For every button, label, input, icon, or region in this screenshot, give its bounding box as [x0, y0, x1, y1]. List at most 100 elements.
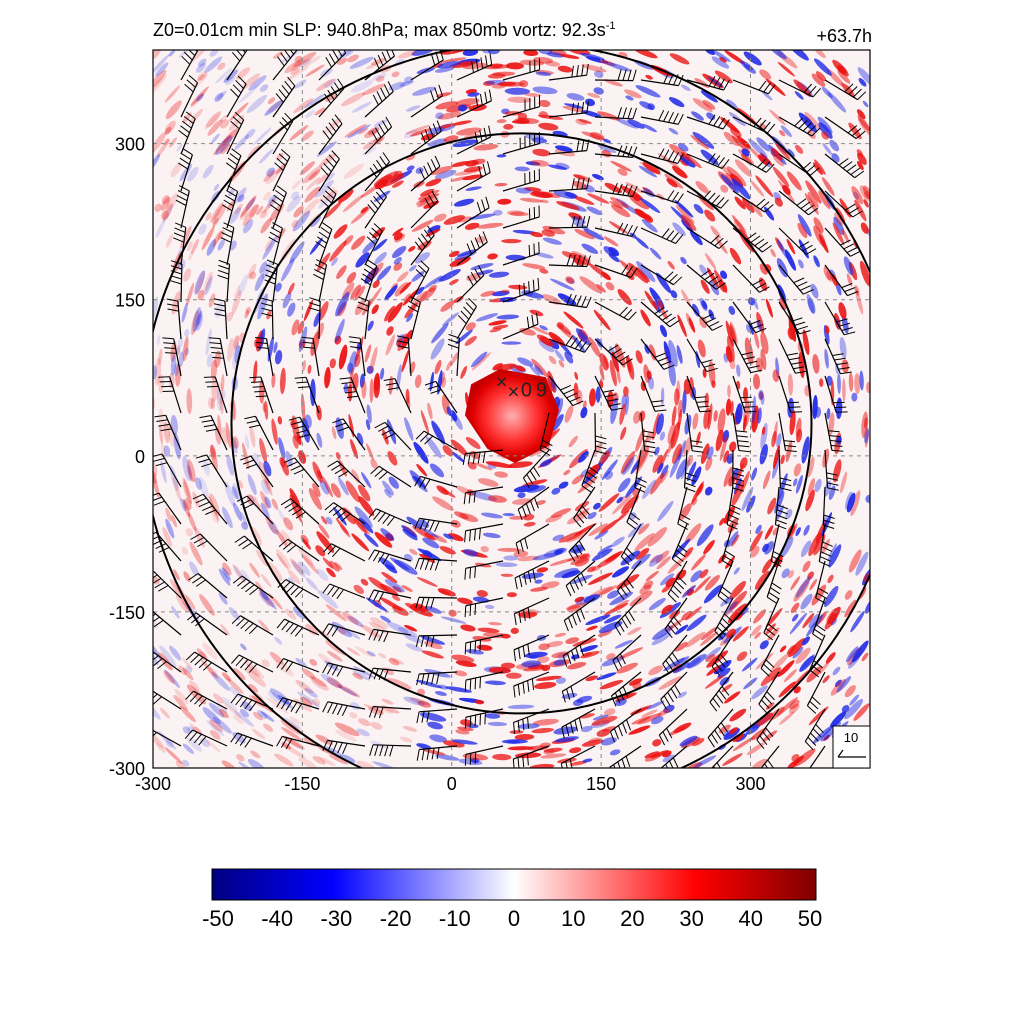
vorticity-blob: [476, 590, 488, 598]
vorticity-blob: [660, 470, 669, 484]
vorticity-blob: [168, 50, 176, 57]
vorticity-blob: [182, 481, 190, 499]
vorticity-blob: [651, 632, 672, 646]
vorticity-blob: [302, 55, 322, 68]
barb-feather: [290, 586, 300, 596]
barb-feather: [571, 65, 574, 78]
wind-barb: [804, 708, 826, 751]
vorticity-blob: [429, 463, 445, 478]
vorticity-blob: [219, 709, 229, 719]
barb-staff: [282, 735, 320, 747]
barb-feather: [376, 159, 384, 170]
vorticity-blob: [346, 272, 357, 284]
vorticity-blob: [581, 131, 604, 140]
barb-feather: [208, 337, 221, 340]
barb-feather: [193, 537, 205, 544]
barb-feather: [588, 466, 599, 474]
vorticity-blob: [809, 579, 818, 591]
barb-feather: [469, 641, 472, 654]
vorticity-blob: [382, 480, 394, 496]
barb-feather: [467, 453, 471, 465]
barb-feather: [326, 663, 334, 675]
wind-barb: [686, 375, 712, 413]
vorticity-blob: [705, 50, 716, 56]
barb-feather: [248, 663, 258, 673]
barb-feather: [632, 69, 637, 81]
barb-feather: [423, 478, 431, 490]
barb-feather: [192, 576, 203, 584]
vorticity-blob: [700, 90, 718, 103]
vorticity-blob: [791, 754, 800, 762]
wind-barb: [686, 190, 729, 209]
barb-feather: [522, 645, 526, 658]
vorticity-blob: [310, 675, 327, 687]
wind-barb: [806, 671, 826, 714]
wind-barb: [255, 337, 274, 377]
barb-feather: [379, 156, 387, 166]
vorticity-blob: [522, 667, 546, 672]
wind-barb: [732, 190, 774, 213]
vorticity-blob: [669, 53, 690, 65]
barb-feather: [851, 128, 862, 137]
vorticity-blob: [724, 50, 746, 65]
barb-feather: [366, 259, 377, 267]
barb-feather: [482, 451, 486, 464]
vorticity-blob: [634, 236, 649, 249]
vorticity-blob: [161, 195, 170, 205]
wind-barb: [686, 412, 704, 453]
barb-staff: [318, 264, 328, 303]
barb-feather: [396, 335, 409, 339]
vorticity-blob: [601, 459, 618, 481]
vorticity-blob: [416, 196, 433, 206]
barb-feather: [533, 497, 539, 509]
wind-barb: [456, 125, 492, 155]
vorticity-blob: [402, 725, 418, 732]
vorticity-blob: [581, 739, 604, 747]
vorticity-blob: [304, 186, 321, 203]
barb-staff: [336, 460, 366, 488]
vorticity-blob: [222, 701, 242, 719]
barb-feather: [189, 693, 199, 703]
barb-feather: [252, 386, 265, 388]
barb-feather: [758, 703, 767, 713]
vorticity-blob: [384, 285, 398, 301]
wind-barb: [170, 260, 183, 303]
barb-feather: [622, 722, 628, 734]
vorticity-blob: [556, 322, 565, 330]
barb-feather: [848, 86, 858, 95]
vorticity-blob: [293, 206, 304, 218]
vorticity-blob: [795, 144, 804, 154]
barb-staff: [284, 618, 320, 636]
vorticity-blob: [194, 270, 206, 295]
vorticity-blob: [220, 624, 230, 636]
barb-feather: [622, 686, 629, 698]
wind-barb: [561, 708, 596, 739]
barb-feather: [755, 282, 767, 290]
barb-feather: [812, 88, 821, 98]
vorticity-blob: [550, 508, 572, 518]
vorticity-blob: [212, 230, 222, 247]
barb-feather: [201, 505, 213, 512]
wind-barb: [548, 293, 592, 309]
barb-feather: [713, 77, 721, 88]
wind-barb: [236, 495, 274, 525]
wind-barb: [721, 523, 735, 567]
vorticity-blob: [730, 400, 734, 416]
vorticity-blob: [855, 551, 869, 576]
barb-feather: [469, 529, 471, 542]
vorticity-blob: [717, 408, 726, 435]
vorticity-blob: [824, 348, 829, 369]
barb-feather: [484, 712, 486, 725]
vorticity-blob: [717, 667, 731, 679]
barb-feather: [660, 360, 672, 366]
barb-staff: [359, 338, 366, 377]
vorticity-blob: [354, 285, 366, 300]
barb-feather: [374, 468, 384, 477]
wind-barb: [360, 259, 378, 303]
vorticity-blob: [609, 359, 617, 387]
barb-feather: [632, 185, 638, 197]
vorticity-blob: [274, 350, 283, 365]
barb-feather: [526, 474, 534, 485]
vorticity-blob: [389, 657, 404, 665]
barb-staff: [435, 381, 458, 414]
